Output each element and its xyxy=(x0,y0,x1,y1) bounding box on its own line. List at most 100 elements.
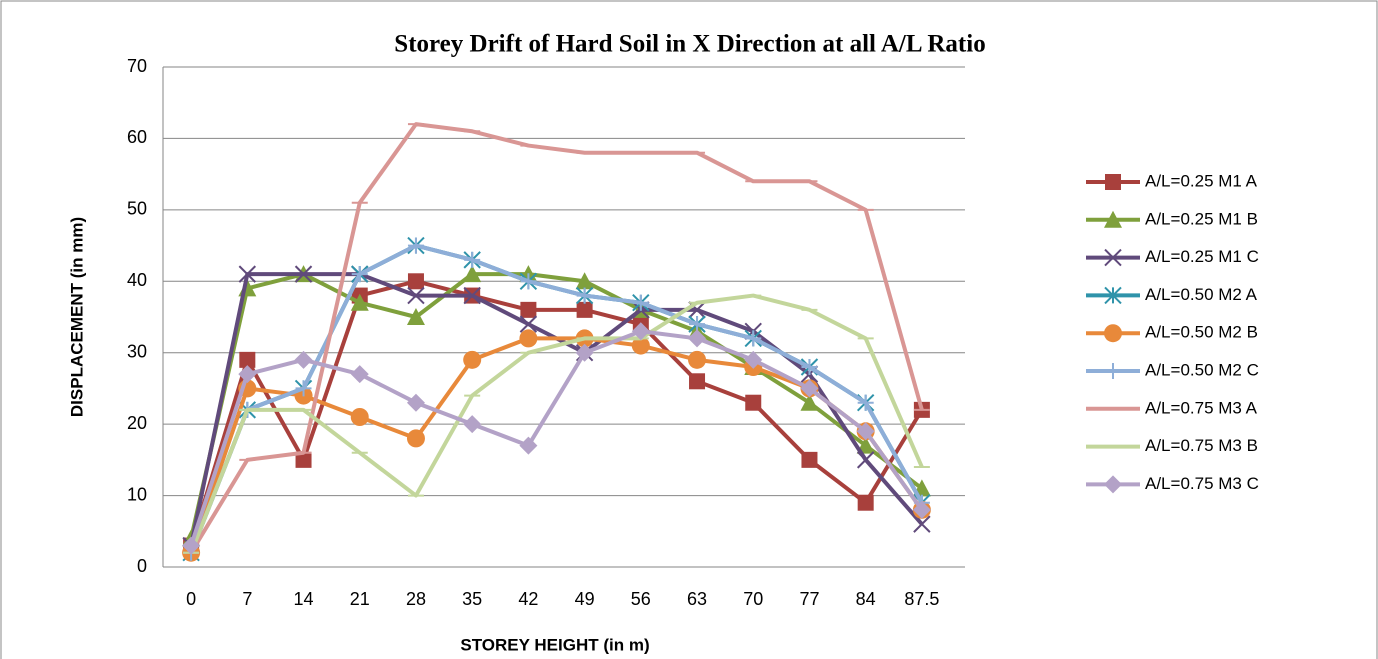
marker-shape xyxy=(350,293,369,311)
x-tick-label: 84 xyxy=(856,589,876,609)
y-tick-label: 30 xyxy=(127,341,147,361)
marker xyxy=(631,336,650,355)
x-tick-label: 42 xyxy=(518,589,538,609)
marker-shape xyxy=(406,308,425,325)
x-tick-label: 70 xyxy=(743,589,763,609)
y-axis-label: DISPLACEMENT (in mm) xyxy=(67,217,86,417)
marker-shape xyxy=(913,515,931,533)
marker-shape xyxy=(519,315,538,333)
y-tick-label: 40 xyxy=(127,270,147,290)
x-tick-label: 28 xyxy=(406,589,426,609)
marker xyxy=(1104,248,1122,267)
marker-shape xyxy=(238,365,257,384)
marker xyxy=(856,436,875,454)
marker xyxy=(1105,174,1121,190)
marker-shape xyxy=(1104,324,1122,343)
legend-label: A/L=0.50 M2 C xyxy=(1145,360,1259,379)
marker-shape xyxy=(1104,210,1122,228)
marker-shape xyxy=(239,351,256,368)
marker xyxy=(519,436,538,455)
marker-shape xyxy=(745,330,762,347)
marker xyxy=(1104,324,1122,343)
marker-shape xyxy=(519,329,538,348)
series-line xyxy=(189,279,924,547)
x-tick-label: 87.5 xyxy=(904,589,939,609)
marker xyxy=(632,294,649,311)
marker-shape xyxy=(1104,286,1122,305)
marker-shape xyxy=(631,322,650,341)
marker-shape xyxy=(688,329,707,348)
marker-shape xyxy=(294,350,313,369)
marker-shape xyxy=(1105,363,1121,379)
marker xyxy=(519,315,538,333)
marker-shape xyxy=(856,422,875,441)
marker xyxy=(688,350,707,369)
marker-shape xyxy=(295,451,312,468)
x-tick-label: 63 xyxy=(687,589,707,609)
marker-shape xyxy=(1104,475,1122,494)
marker xyxy=(576,287,593,304)
marker xyxy=(407,286,425,305)
marker-shape xyxy=(464,251,481,268)
marker xyxy=(406,393,425,412)
marker xyxy=(1105,363,1121,379)
marker-shape xyxy=(800,379,819,398)
marker xyxy=(294,265,313,283)
marker-shape xyxy=(351,266,368,283)
marker xyxy=(238,265,257,283)
marker-shape xyxy=(576,287,593,304)
marker-shape xyxy=(406,393,425,412)
marker xyxy=(913,515,931,533)
marker-shape xyxy=(801,359,818,375)
marker-shape xyxy=(1104,248,1122,267)
marker xyxy=(519,329,538,348)
marker xyxy=(295,451,312,468)
marker-shape xyxy=(857,394,874,411)
marker-shape xyxy=(520,301,537,318)
marker xyxy=(407,237,424,254)
marker xyxy=(745,394,762,411)
marker xyxy=(239,351,256,368)
marker-shape xyxy=(688,350,707,369)
legend-label: A/L=0.25 M1 A xyxy=(1145,171,1258,190)
marker-shape xyxy=(575,343,594,362)
series-line xyxy=(189,243,924,554)
marker xyxy=(350,293,369,311)
marker xyxy=(407,273,424,290)
marker xyxy=(744,350,763,369)
marker xyxy=(856,451,875,469)
marker xyxy=(912,500,931,519)
legend-label: A/L=0.50 M2 A xyxy=(1145,285,1258,304)
marker xyxy=(406,429,425,448)
x-axis-label: STOREY HEIGHT (in m) xyxy=(460,635,649,654)
marker xyxy=(351,266,368,283)
marker xyxy=(520,301,537,318)
y-tick-label: 10 xyxy=(127,484,147,504)
x-tick-label: 35 xyxy=(462,589,482,609)
marker xyxy=(856,422,875,441)
marker xyxy=(801,451,818,468)
marker xyxy=(406,308,425,325)
marker-shape xyxy=(407,286,425,305)
marker-shape xyxy=(631,336,650,355)
x-tick-label: 7 xyxy=(242,589,252,609)
marker xyxy=(857,494,874,511)
marker-shape xyxy=(912,500,931,519)
marker xyxy=(463,265,482,283)
x-tick-label: 56 xyxy=(631,589,651,609)
marker-shape xyxy=(463,265,482,283)
marker-shape xyxy=(407,237,424,254)
y-tick-label: 0 xyxy=(137,556,147,576)
y-tick-label: 60 xyxy=(127,127,147,147)
marker xyxy=(463,350,482,369)
marker xyxy=(463,286,481,305)
legend-label: A/L=0.75 M3 A xyxy=(1145,398,1258,417)
marker-shape xyxy=(463,350,482,369)
marker xyxy=(801,359,818,375)
marker-shape xyxy=(520,273,537,290)
marker-shape xyxy=(238,265,257,283)
legend-label: A/L=0.25 M1 C xyxy=(1145,247,1259,266)
marker-shape xyxy=(689,373,706,390)
marker xyxy=(464,251,481,268)
